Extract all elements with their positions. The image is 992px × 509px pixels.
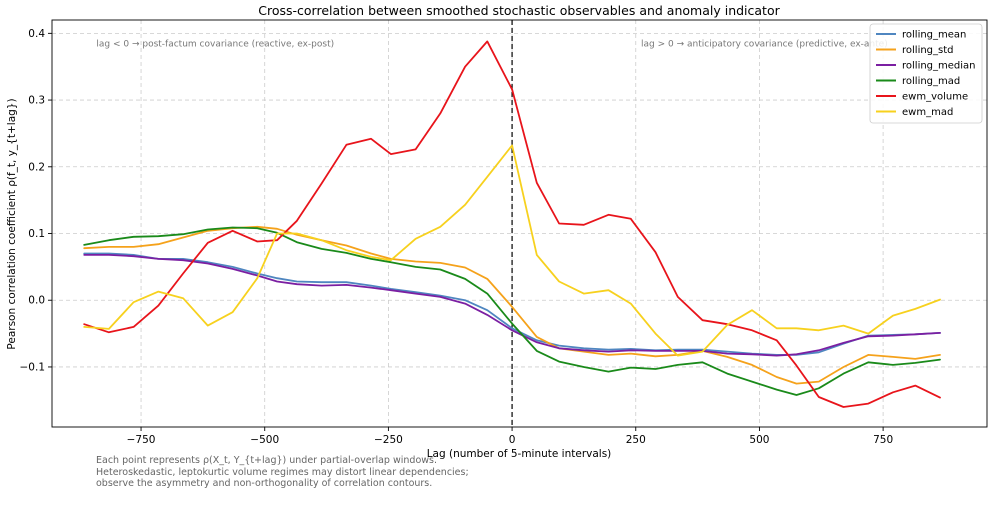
x-tick-label: 250	[626, 434, 646, 446]
annotation-layer: lag < 0 → post-factum covariance (reacti…	[96, 40, 887, 50]
legend-label: rolling_median	[902, 61, 976, 72]
legend-label: ewm_mad	[902, 107, 953, 118]
y-tick-label: 0.3	[28, 95, 45, 107]
y-tick-label: 0.2	[28, 161, 45, 173]
legend-label: rolling_mean	[902, 30, 966, 41]
plot-frame	[51, 19, 988, 428]
x-tick-label: −750	[127, 434, 156, 446]
x-tick-label: 0	[509, 434, 516, 446]
series-line-rolling-mad	[83, 226, 941, 396]
legend-box	[869, 23, 983, 124]
footnote: Each point represents ρ(X_t, Y_{t+lag}) …	[96, 455, 796, 490]
y-tick-label: −0.1	[20, 361, 46, 373]
chart-title: Cross-correlation between smoothed stoch…	[258, 3, 780, 18]
x-tick-label: 500	[749, 434, 769, 446]
legend-label: rolling_std	[902, 45, 954, 56]
series-line-ewm-mad	[83, 144, 941, 357]
annotation-text: lag < 0 → post-factum covariance (reacti…	[96, 40, 334, 50]
legend-label: rolling_mad	[902, 76, 960, 87]
x-tick-label: −500	[250, 434, 279, 446]
footnote-line-2: Heteroskedastic, leptokurtic volume regi…	[96, 466, 469, 478]
annotation-text: lag > 0 → anticipatory covariance (predi…	[641, 40, 888, 50]
series-layer	[83, 40, 941, 408]
legend: rolling_mean rolling_std rolling_medianrol…	[869, 23, 983, 124]
x-axis-label: Lag (number of 5-minute intervals)	[427, 448, 612, 460]
x-tick-label: −250	[374, 434, 403, 446]
series-line-ewm-volume	[83, 40, 941, 408]
y-tick-label: 0.0	[28, 295, 45, 307]
y-tick-label: 0.1	[28, 228, 45, 240]
tick-layer: −750 −500 −250 0 250 500 750 −0.1 0.0 0.1 0.2 0.3 0.…	[20, 28, 894, 446]
y-axis-label: Pearson correlation coefficient ρ(f_t, y…	[6, 98, 18, 349]
footnote-line-1: Each point represents ρ(X_t, Y_{t+lag}) …	[96, 455, 437, 466]
footnote-line-3: observe the asymmetry and non-orthogonal…	[96, 478, 433, 489]
series-line-rolling-median	[83, 253, 941, 357]
x-tick-label: 750	[873, 434, 893, 446]
legend-label: ewm_volume	[902, 92, 968, 103]
y-tick-label: 0.4	[28, 28, 45, 40]
